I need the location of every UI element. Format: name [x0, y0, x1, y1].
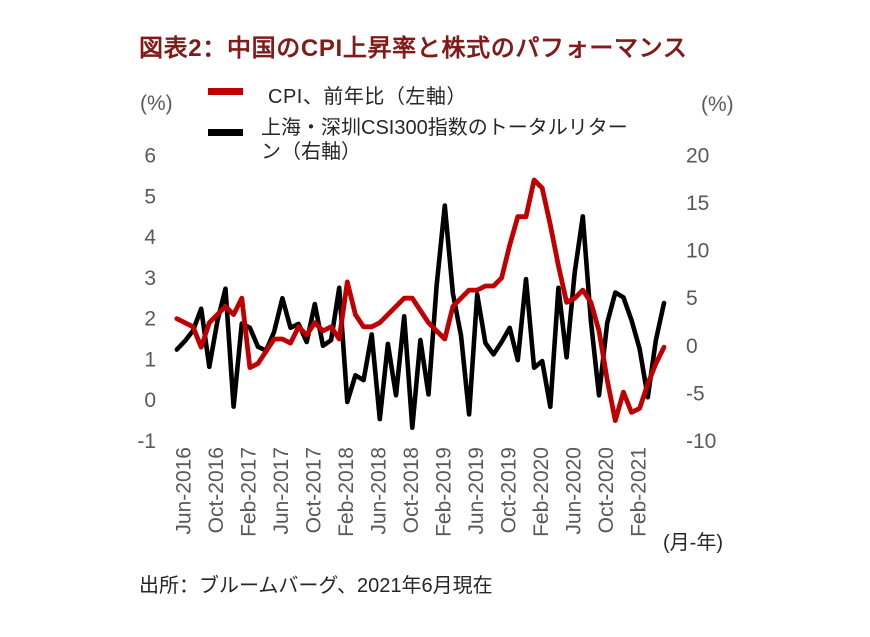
svg-text:5: 5 [144, 185, 156, 208]
svg-text:0: 0 [144, 389, 156, 412]
svg-text:Oct-2019: Oct-2019 [498, 447, 521, 533]
svg-text:Jun-2019: Jun-2019 [465, 447, 488, 535]
svg-text:15: 15 [686, 192, 709, 215]
svg-text:1: 1 [144, 348, 156, 371]
svg-text:Feb-2021: Feb-2021 [628, 447, 651, 537]
svg-text:6: 6 [144, 145, 156, 168]
svg-text:Jun-2016: Jun-2016 [172, 447, 195, 535]
svg-text:Feb-2020: Feb-2020 [530, 447, 553, 537]
svg-text:Oct-2017: Oct-2017 [302, 447, 325, 533]
svg-text:3: 3 [144, 267, 156, 290]
svg-text:Feb-2017: Feb-2017 [237, 447, 260, 537]
svg-text:Feb-2018: Feb-2018 [335, 447, 358, 537]
svg-text:Oct-2020: Oct-2020 [595, 447, 618, 533]
svg-text:4: 4 [144, 226, 156, 249]
svg-text:Feb-2019: Feb-2019 [433, 447, 456, 537]
svg-text:20: 20 [686, 145, 709, 168]
svg-text:0: 0 [686, 335, 698, 358]
svg-text:Jun-2017: Jun-2017 [270, 447, 293, 535]
svg-text:Jun-2018: Jun-2018 [367, 447, 390, 535]
svg-text:Oct-2018: Oct-2018 [400, 447, 423, 533]
svg-text:Oct-2016: Oct-2016 [205, 447, 228, 533]
svg-text:-5: -5 [686, 382, 705, 405]
svg-text:-10: -10 [686, 430, 716, 453]
svg-text:2: 2 [144, 308, 156, 331]
svg-text:Jun-2020: Jun-2020 [563, 447, 586, 535]
svg-text:-1: -1 [137, 430, 156, 453]
svg-text:10: 10 [686, 240, 709, 263]
svg-text:5: 5 [686, 287, 698, 310]
